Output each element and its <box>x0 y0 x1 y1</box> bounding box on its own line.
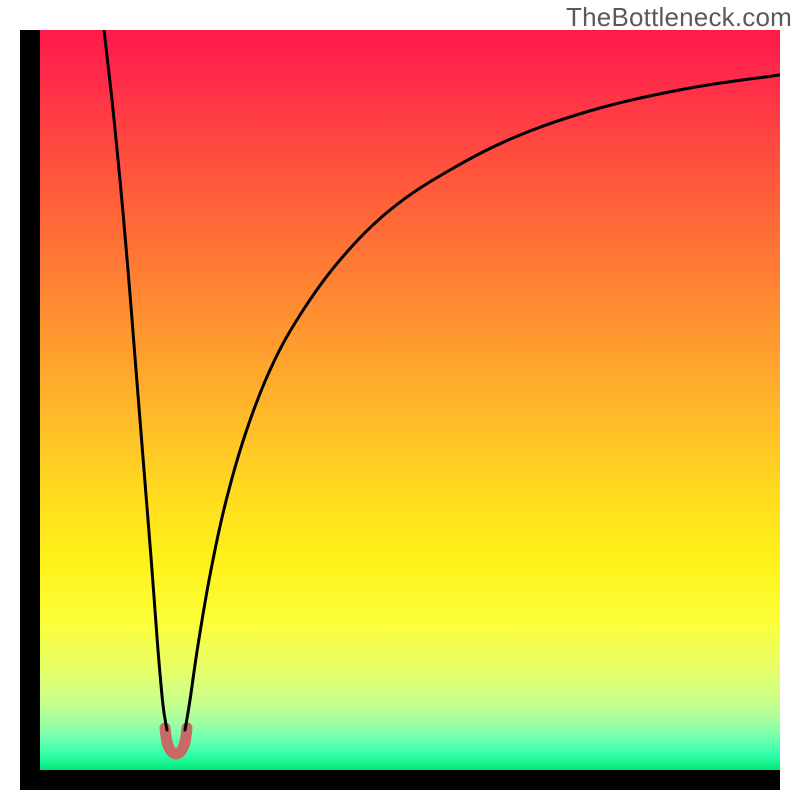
curve-left <box>104 30 167 730</box>
chart-root: TheBottleneck.com <box>0 0 800 800</box>
curve-right <box>185 75 780 730</box>
plot-area <box>40 30 780 770</box>
dip-marker <box>165 728 187 754</box>
curve-layer <box>40 30 780 770</box>
watermark-text: TheBottleneck.com <box>566 2 792 33</box>
plot-frame <box>20 30 780 790</box>
